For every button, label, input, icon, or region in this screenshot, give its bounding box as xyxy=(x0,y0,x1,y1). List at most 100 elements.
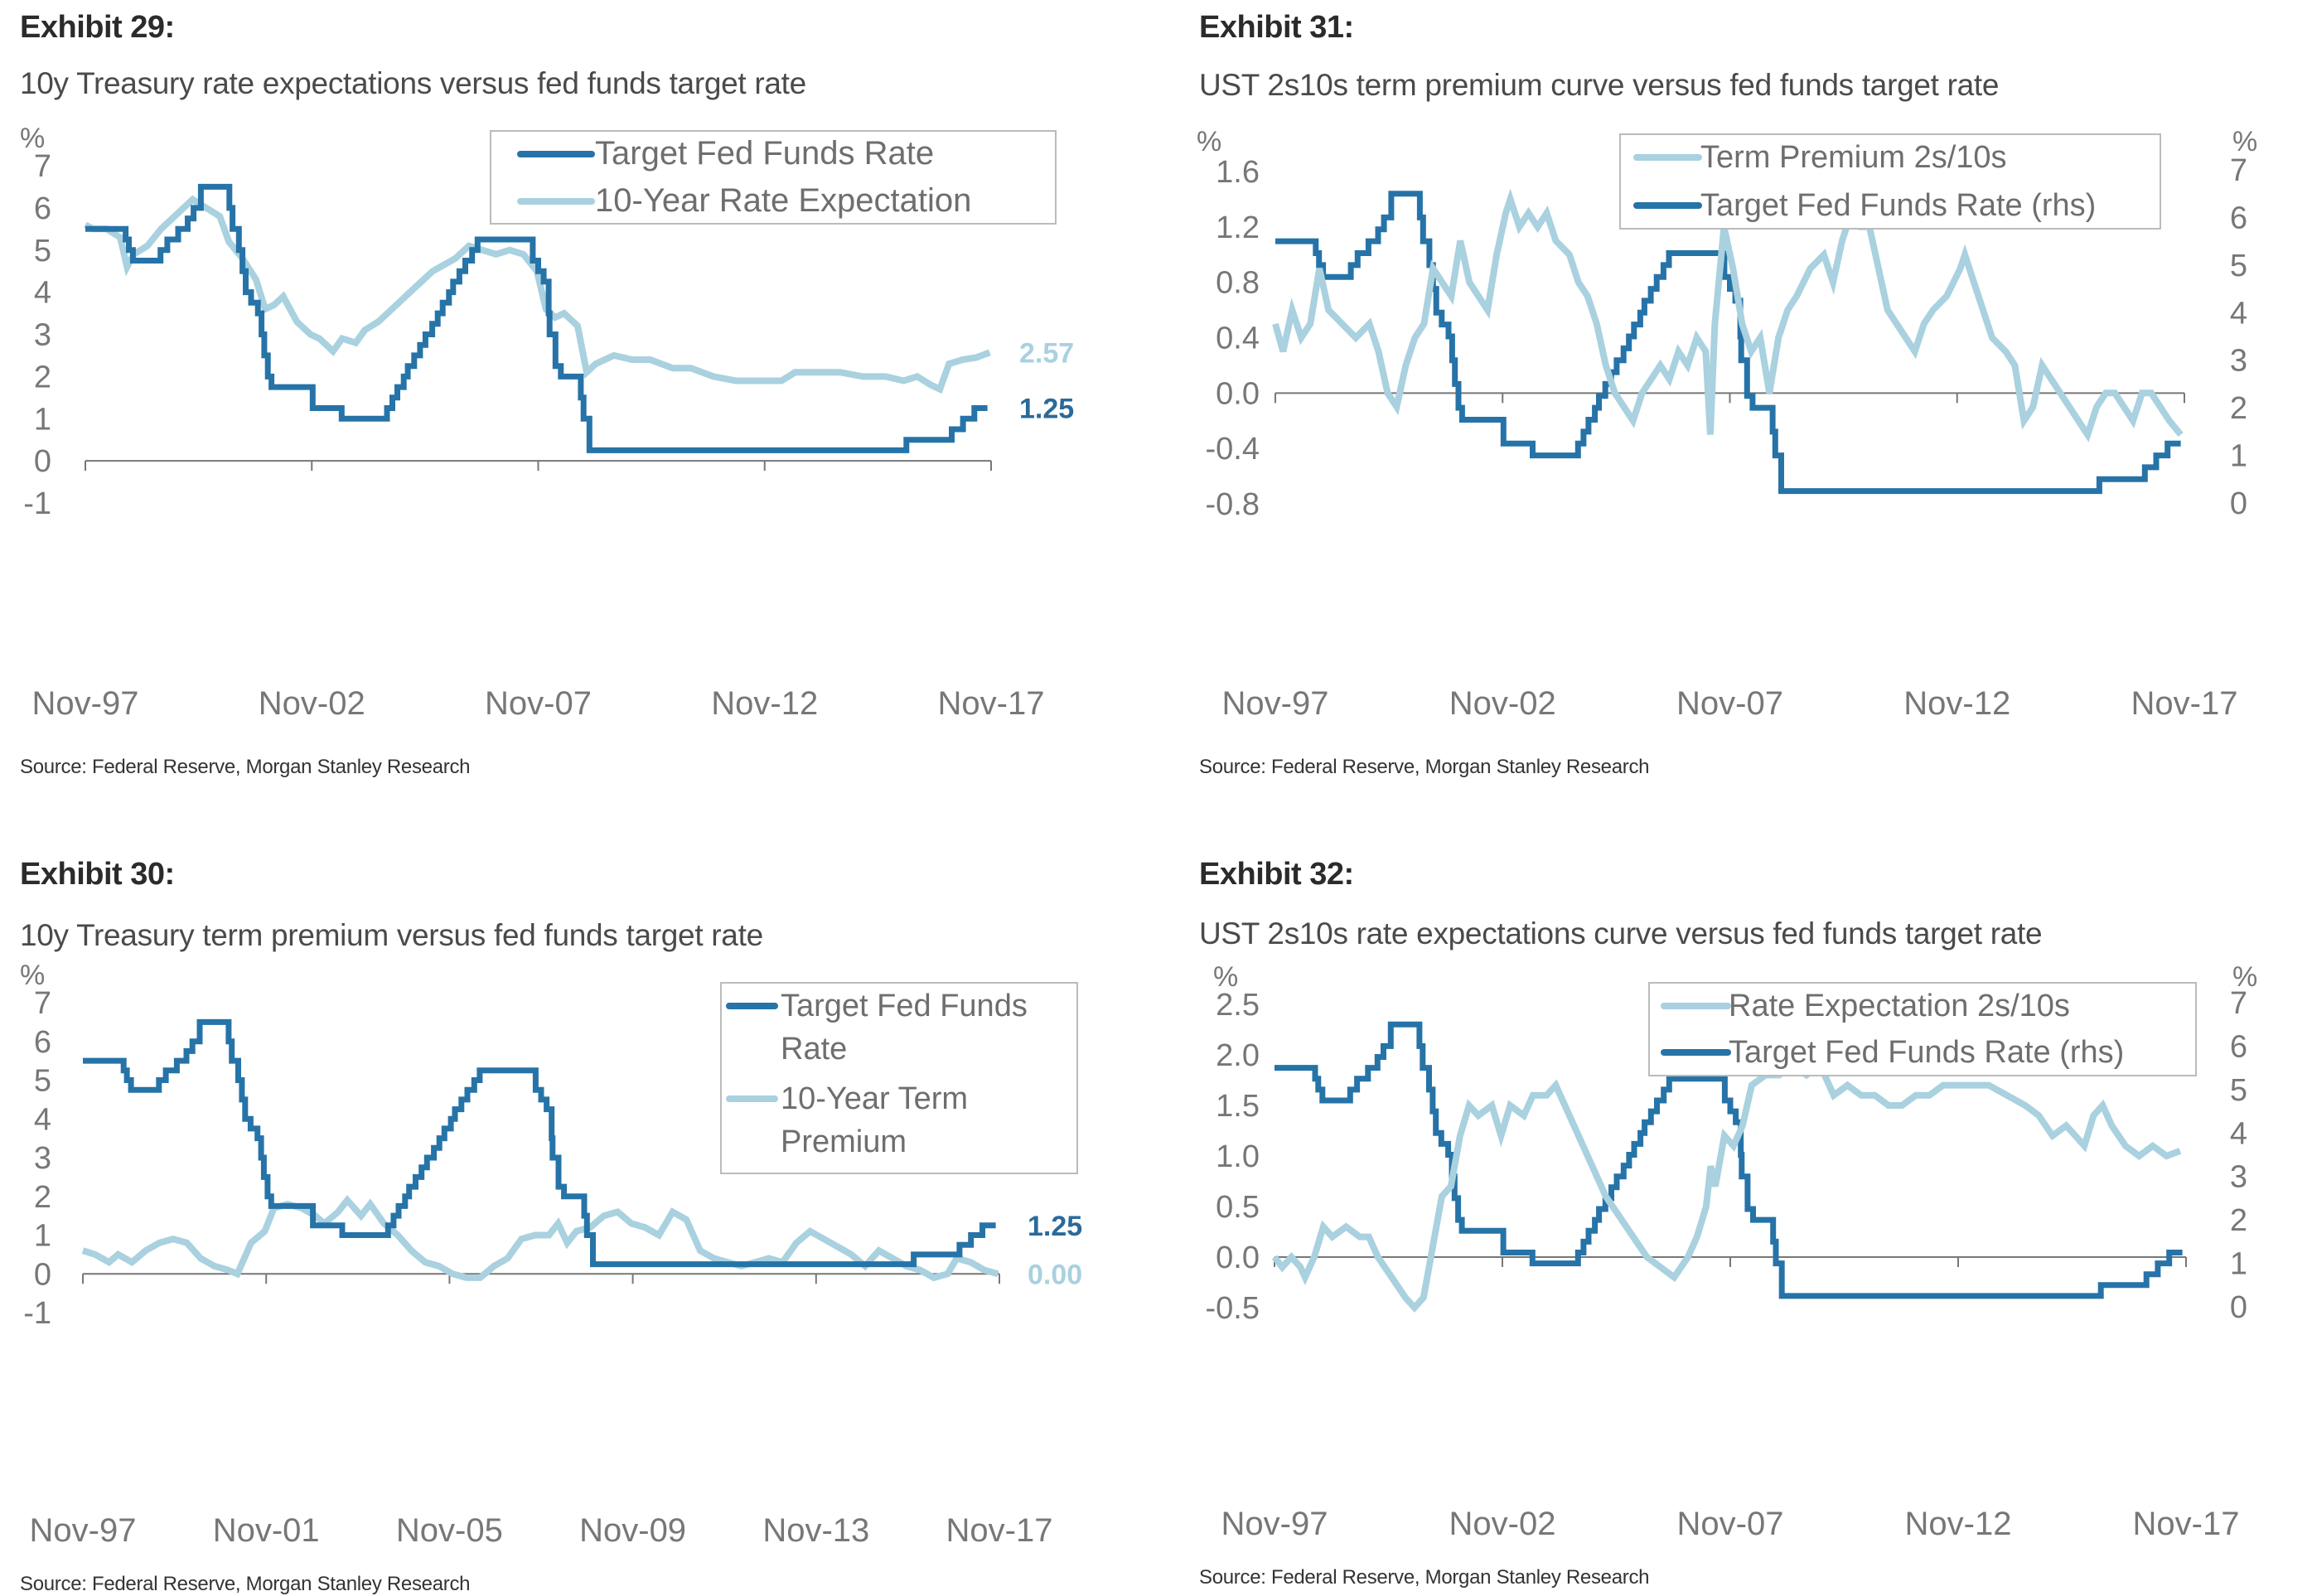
legend-label-light: Premium xyxy=(781,1124,907,1159)
y-tick-label: 4 xyxy=(34,276,51,311)
y-tick-label: -0.5 xyxy=(1206,1291,1260,1326)
y-tick-label: 2 xyxy=(34,360,51,394)
legend-label-fed: Target Fed Funds Rate xyxy=(595,135,934,172)
x-tick-label: Nov-97 xyxy=(32,685,139,722)
exhibit-31-source: Source: Federal Reserve, Morgan Stanley … xyxy=(1199,756,1650,778)
x-tick-label: Nov-09 xyxy=(579,1512,686,1549)
y-axis-unit-label: % xyxy=(20,123,45,154)
y-tick-label: 6 xyxy=(34,191,51,226)
x-tick-label: Nov-97 xyxy=(1221,1506,1328,1542)
chart-ex31: % % -0.8 -0.4 0.0 0.4 0.8 1.2 1.6 0 1 2 3 4 5 6 7 Nov-97 N… xyxy=(1197,126,2257,722)
y-tick-label: 1.6 xyxy=(1216,155,1260,190)
exhibit-32-title: UST 2s10s rate expectations curve versus… xyxy=(1199,916,2043,950)
y-tick-label: 6 xyxy=(34,1025,51,1060)
y-tick-label: 1 xyxy=(34,1219,51,1254)
y-tick-label: 0 xyxy=(34,1257,51,1292)
legend-label-light: Rate Expectation 2s/10s xyxy=(1729,989,2070,1023)
series-line-fed xyxy=(1275,1021,2183,1299)
legend-label-fed: Target Fed Funds Rate (rhs) xyxy=(1700,188,2096,223)
legend-label-fed: Rate xyxy=(781,1032,847,1066)
y-axis-unit-label: % xyxy=(1197,126,1221,157)
y-right-tick-label: 0 xyxy=(2230,486,2247,521)
end-value-label-light: 0.00 xyxy=(1028,1259,1082,1290)
y-tick-label: -0.4 xyxy=(1206,432,1260,467)
x-tick-label: Nov-07 xyxy=(1676,685,1783,722)
y-right-tick-label: 7 xyxy=(2230,153,2247,188)
y-right-tick-label: 6 xyxy=(2230,201,2247,235)
exhibit-31-title: UST 2s10s term premium curve versus fed … xyxy=(1199,68,2000,102)
y-tick-label: 2.5 xyxy=(1216,988,1260,1023)
x-tick-label: Nov-05 xyxy=(396,1512,503,1549)
legend: Target Fed Funds Rate 10-Year Term Premium xyxy=(720,982,1078,1174)
x-tick-label: Nov-17 xyxy=(2131,685,2238,722)
y-right-tick-label: 0 xyxy=(2230,1290,2247,1325)
y-right-tick-label: 5 xyxy=(2230,249,2247,283)
exhibit-32-source: Source: Federal Reserve, Morgan Stanley … xyxy=(1199,1566,1650,1589)
y-axis-right-unit-label: % xyxy=(2232,126,2257,157)
series-line-light xyxy=(81,1195,999,1282)
chart-ex32: % % -0.5 0.0 0.5 1.0 1.5 2.0 2.5 0 1 2 3 4 5 6 7 Nov-97 No… xyxy=(1206,961,2258,1542)
series-line-fed xyxy=(85,183,988,453)
y-tick-label: 3 xyxy=(34,1141,51,1176)
x-tick-label: Nov-07 xyxy=(485,685,592,722)
y-right-tick-label: 1 xyxy=(2230,1247,2247,1282)
x-tick-label: Nov-02 xyxy=(1449,1506,1556,1542)
y-tick-label: 1.2 xyxy=(1216,210,1260,245)
x-tick-label: Nov-17 xyxy=(2133,1506,2240,1542)
y-tick-label: 5 xyxy=(34,234,51,268)
legend-box xyxy=(720,982,1078,1174)
y-right-tick-label: 4 xyxy=(2230,296,2247,331)
y-tick-label: 7 xyxy=(34,986,51,1021)
y-tick-label: 5 xyxy=(34,1064,51,1099)
y-right-tick-label: 6 xyxy=(2230,1029,2247,1064)
y-tick-label: 0.0 xyxy=(1216,1241,1260,1275)
end-value-label-light: 2.57 xyxy=(1019,337,1074,369)
y-tick-label: 2.0 xyxy=(1216,1038,1260,1073)
y-tick-label: 2 xyxy=(34,1180,51,1215)
y-right-tick-label: 7 xyxy=(2230,986,2247,1021)
exhibit-30-title: 10y Treasury term premium versus fed fun… xyxy=(20,918,763,952)
y-tick-label: 0.0 xyxy=(1216,376,1260,411)
y-tick-label: -0.8 xyxy=(1206,487,1260,522)
x-tick-label: Nov-07 xyxy=(1677,1506,1784,1542)
x-tick-label: Nov-02 xyxy=(1449,685,1556,722)
series-line-fed xyxy=(83,1018,996,1268)
y-right-tick-label: 2 xyxy=(2230,391,2247,426)
legend-label-light: Term Premium 2s/10s xyxy=(1700,140,2007,175)
x-tick-label: Nov-97 xyxy=(1222,685,1329,722)
y-right-tick-label: 4 xyxy=(2230,1116,2247,1151)
y-tick-label: -1 xyxy=(23,486,51,521)
exhibit-29-title: 10y Treasury rate expectations versus fe… xyxy=(20,66,806,100)
x-tick-label: Nov-13 xyxy=(762,1512,869,1549)
exhibit-29-source: Source: Federal Reserve, Morgan Stanley … xyxy=(20,756,471,778)
legend-label-light: 10-Year Rate Expectation xyxy=(595,182,971,219)
y-right-tick-label: 3 xyxy=(2230,1160,2247,1195)
y-tick-label: 3 xyxy=(34,318,51,353)
y-axis-unit-label: % xyxy=(1213,961,1238,993)
end-value-label-fed: 1.25 xyxy=(1019,394,1074,425)
exhibit-31-label: Exhibit 31: xyxy=(1199,10,1354,45)
y-tick-label: 0 xyxy=(34,444,51,479)
y-tick-label: 0.8 xyxy=(1216,266,1260,301)
series-line-light xyxy=(1271,1060,2182,1313)
y-tick-label: -1 xyxy=(23,1296,51,1331)
y-right-tick-label: 2 xyxy=(2230,1203,2247,1238)
x-tick-label: Nov-01 xyxy=(213,1512,320,1549)
x-tick-label: Nov-17 xyxy=(946,1512,1053,1549)
x-tick-label: Nov-12 xyxy=(711,685,818,722)
y-tick-label: 1.5 xyxy=(1216,1089,1260,1124)
y-tick-label: 0.5 xyxy=(1216,1190,1260,1225)
y-right-tick-label: 1 xyxy=(2230,439,2247,474)
legend-label-fed: Target Fed Funds Rate (rhs) xyxy=(1729,1035,2124,1070)
y-tick-label: 0.4 xyxy=(1216,322,1260,356)
end-value-label-fed: 1.25 xyxy=(1028,1211,1082,1242)
series-line-light xyxy=(1272,188,2184,443)
y-right-tick-label: 3 xyxy=(2230,344,2247,379)
chart-ex30: % -1 01 2 3 45 6 7 Nov-97 Nov-01 Nov-05 Nov-09 Nov-1… xyxy=(20,960,1082,1549)
legend: Rate Expectation 2s/10s Target Fed Funds … xyxy=(1648,982,2197,1076)
y-tick-label: 1 xyxy=(34,402,51,437)
legend: Term Premium 2s/10s Target Fed Funds Rate… xyxy=(1619,133,2161,230)
chart-ex29: % -1 0 1 2 3 4 5 6 7 Nov-97 Nov-02 Nov-07 Nov-12 Nov-1… xyxy=(20,123,1074,722)
x-tick-label: Nov-17 xyxy=(938,685,1045,722)
y-tick-label: 7 xyxy=(34,149,51,184)
